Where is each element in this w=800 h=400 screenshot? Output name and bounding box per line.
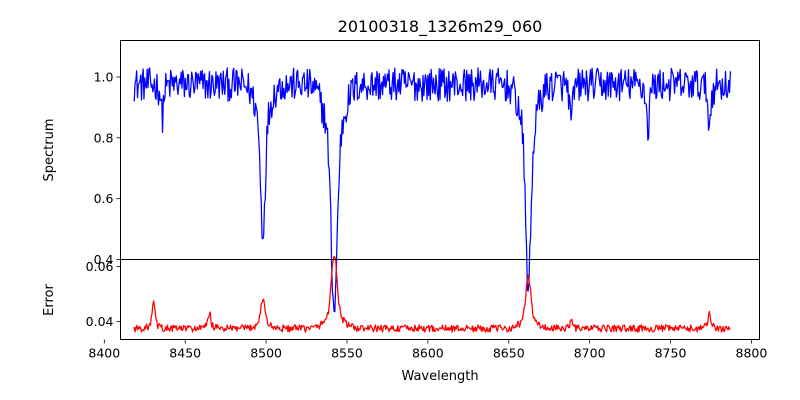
- spectrum-panel: 0.4 0.6 0.8 1.0 Spectrum: [42, 40, 760, 313]
- error-series: [132, 255, 731, 333]
- wavelength-x-label: Wavelength: [401, 369, 478, 384]
- spectrum-y-tick-label: 0.8: [94, 130, 114, 145]
- error-plot-frame: [120, 259, 760, 340]
- spectrum-line: [133, 67, 732, 313]
- error-line: [132, 255, 731, 333]
- spectrum-y-axis: 0.4 0.6 0.8 1.0: [94, 70, 121, 267]
- error-panel: 0.04 0.06 8400 8450 8500 8550 8600 8650 8700 875…: [42, 255, 768, 384]
- wavelength-x-tick-label: 8800: [736, 346, 768, 361]
- error-y-tick-label: 0.06: [86, 259, 114, 274]
- spectrum-y-tick-label: 1.0: [94, 70, 114, 85]
- spectrum-y-tick-label: 0.6: [94, 191, 114, 206]
- spectrum-y-label: Spectrum: [42, 119, 57, 182]
- error-y-axis: 0.04 0.06: [86, 259, 121, 329]
- wavelength-x-tick-label: 8600: [412, 346, 444, 361]
- wavelength-x-tick-label: 8500: [250, 346, 282, 361]
- wavelength-x-tick-label: 8400: [88, 346, 120, 361]
- wavelength-x-tick-label: 8650: [493, 346, 525, 361]
- wavelength-x-tick-label: 8450: [169, 346, 201, 361]
- spectrum-y-tick-label: 0.4: [94, 252, 114, 267]
- wavelength-x-tick-label: 8550: [331, 346, 363, 361]
- spectrum-series: [133, 67, 732, 313]
- chart-title: 20100318_1326m29_060: [338, 17, 543, 37]
- wavelength-x-tick-label: 8750: [655, 346, 687, 361]
- error-y-tick-label: 0.04: [86, 314, 114, 329]
- wavelength-x-tick-label: 8700: [574, 346, 606, 361]
- wavelength-x-axis: 8400 8450 8500 8550 8600 8650 8700 8750 8800: [88, 339, 768, 361]
- error-y-label: Error: [42, 284, 57, 316]
